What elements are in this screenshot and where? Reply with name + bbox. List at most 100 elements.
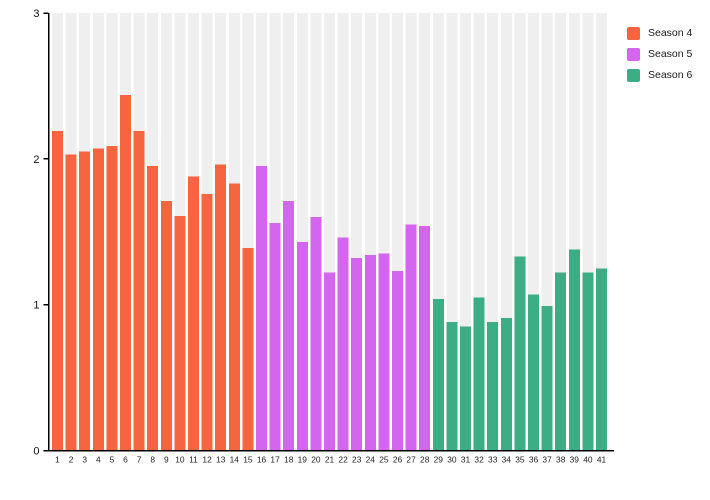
bar-episode-2 [65, 154, 77, 451]
x-tick-label: 31 [461, 455, 471, 465]
bar-episode-41 [596, 268, 607, 451]
x-tick-label: 13 [216, 455, 226, 465]
bar-episode-24 [364, 255, 376, 451]
background-band [242, 13, 254, 451]
background-band [541, 13, 553, 451]
bar-episode-8 [147, 166, 159, 451]
bar-episode-5 [106, 145, 118, 451]
background-band [351, 13, 363, 451]
x-tick-label: 1 [55, 455, 60, 465]
x-tick-label: 29 [434, 455, 444, 465]
x-tick-label: 3 [82, 455, 87, 465]
x-tick-label: 21 [325, 455, 335, 465]
x-tick-label: 20 [311, 455, 321, 465]
bar-episode-30 [446, 322, 458, 451]
x-tick-label: 25 [379, 455, 389, 465]
legend-swatch-icon [627, 48, 640, 61]
x-tick-label: 35 [515, 455, 525, 465]
x-tick-label: 11 [189, 455, 198, 465]
bar-episode-35 [514, 256, 526, 451]
bar-episode-1 [52, 131, 63, 451]
x-tick-label: 22 [338, 455, 348, 465]
bar-episode-36 [528, 294, 539, 451]
x-tick-label: 23 [352, 455, 362, 465]
bar-episode-15 [242, 247, 254, 451]
bar-episode-34 [500, 317, 512, 451]
bar-episode-18 [283, 201, 295, 451]
bar-episode-38 [555, 272, 567, 451]
legend-swatch-icon [627, 69, 640, 82]
x-tick-label: 4 [96, 455, 101, 465]
y-tick-label: 0 [33, 446, 39, 458]
x-tick-label: 15 [243, 455, 253, 465]
x-tick-label: 27 [406, 455, 416, 465]
background-band [514, 13, 526, 451]
x-tick-label: 5 [110, 455, 115, 465]
legend-item-season-4: Season 4 [627, 27, 692, 40]
y-tick-label: 2 [33, 154, 39, 166]
bar-episode-6 [120, 94, 131, 451]
x-tick-label: 8 [150, 455, 155, 465]
legend-label: Season 5 [648, 48, 693, 60]
x-tick-label: 40 [583, 455, 593, 465]
bar-episode-37 [541, 306, 553, 451]
bar-episode-32 [473, 297, 485, 451]
bar-episode-21 [324, 272, 335, 451]
background-band [568, 13, 580, 451]
bar-episode-19 [296, 242, 308, 451]
background-band [337, 13, 349, 451]
background-band [528, 13, 539, 451]
background-band [473, 13, 485, 451]
bar-episode-12 [201, 193, 213, 451]
background-band [432, 13, 444, 451]
bar-episode-33 [487, 322, 499, 451]
bar-episode-3 [79, 151, 91, 451]
y-tick-label: 1 [33, 300, 39, 312]
bar-episode-17 [269, 223, 281, 451]
legend-item-season-6: Season 6 [627, 69, 692, 82]
background-band [596, 13, 607, 451]
background-band [487, 13, 499, 451]
legend-label: Season 6 [648, 69, 693, 81]
legend-label: Season 4 [648, 27, 693, 39]
background-band [364, 13, 376, 451]
bar-episode-25 [378, 253, 390, 451]
x-tick-label: 2 [69, 455, 74, 465]
background-band [446, 13, 458, 451]
bar-episode-14 [228, 183, 240, 451]
x-tick-label: 33 [488, 455, 498, 465]
bar-episode-10 [174, 215, 186, 451]
bar-episode-29 [432, 298, 444, 451]
x-tick-label: 16 [257, 455, 267, 465]
x-tick-label: 18 [284, 455, 294, 465]
bar-episode-28 [419, 225, 431, 451]
bar-episode-7 [133, 131, 145, 451]
x-tick-label: 39 [570, 455, 580, 465]
background-band [392, 13, 403, 451]
bar-episode-9 [160, 201, 172, 451]
background-band [582, 13, 594, 451]
x-tick-label: 12 [202, 455, 212, 465]
x-tick-label: 14 [230, 455, 240, 465]
x-tick-label: 30 [447, 455, 457, 465]
background-band [324, 13, 335, 451]
y-tick-label: 3 [33, 8, 39, 20]
x-tick-label: 38 [556, 455, 566, 465]
x-tick-label: 7 [137, 455, 142, 465]
legend: Season 4 Season 5 Season 6 [627, 27, 692, 90]
background-band [460, 13, 471, 451]
x-tick-label: 19 [298, 455, 308, 465]
background-band [378, 13, 390, 451]
x-tick-label: 41 [597, 455, 607, 465]
bar-episode-27 [405, 224, 417, 451]
background-band [555, 13, 567, 451]
x-tick-label: 34 [502, 455, 512, 465]
x-tick-label: 26 [393, 455, 403, 465]
legend-item-season-5: Season 5 [627, 48, 692, 61]
bar-episode-16 [256, 166, 267, 451]
x-tick-label: 6 [123, 455, 128, 465]
x-tick-label: 9 [164, 455, 169, 465]
bar-episode-22 [337, 237, 349, 451]
x-tick-label: 24 [366, 455, 376, 465]
